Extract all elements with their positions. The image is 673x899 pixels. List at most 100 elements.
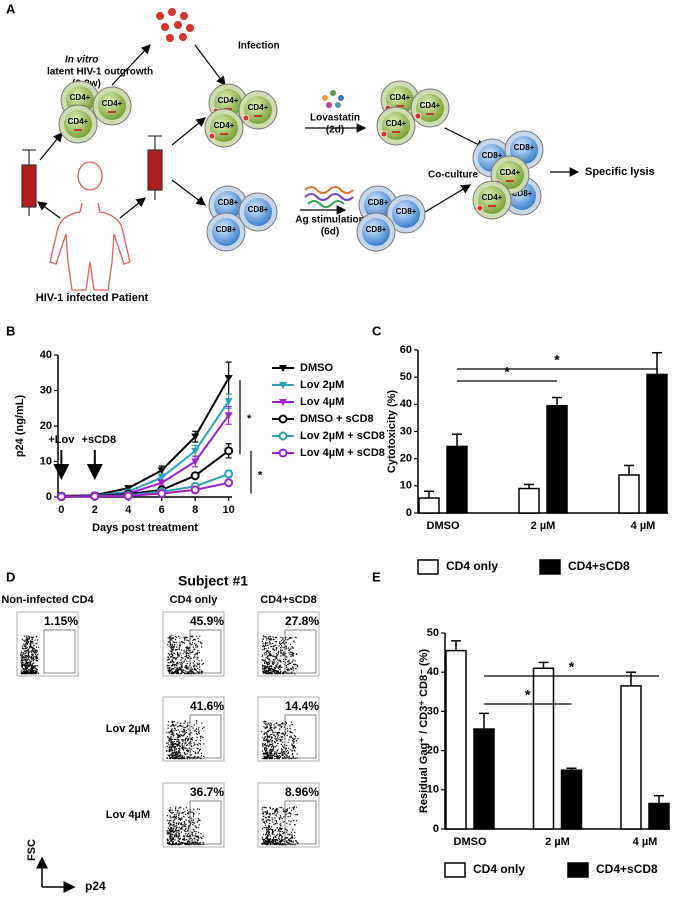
infection-mark	[476, 204, 484, 212]
point	[123, 491, 133, 501]
legend-label: Lov 4µM + sCD8	[300, 447, 385, 459]
y-tick-label: 20	[400, 453, 412, 465]
y-tick-label: 0	[406, 507, 412, 519]
y-tick-label: 50	[400, 371, 412, 383]
point	[157, 488, 167, 498]
cell-label: CD4+	[390, 93, 411, 102]
cell: CD8+	[386, 194, 426, 234]
event-dots	[20, 635, 40, 675]
cell: CD4+	[58, 104, 98, 144]
legend-swatch	[567, 862, 589, 878]
x-tick-label: DMSO	[454, 836, 487, 848]
x-tick-label: 10	[223, 504, 235, 516]
panel-title: Subject #1	[178, 573, 248, 589]
antigen-icon	[304, 186, 354, 208]
gate	[43, 629, 76, 674]
legend-marker	[279, 365, 287, 372]
event-dots	[166, 720, 205, 760]
series-line	[61, 481, 229, 498]
legend-label: DMSO + sCD8	[300, 413, 374, 425]
column-header: Non-infected CD4	[1, 594, 94, 606]
panel-label: A	[6, 1, 16, 16]
y-tick-label: 30	[427, 705, 439, 717]
cell-label: CD4+	[482, 193, 503, 202]
cell-nucleus	[212, 218, 240, 246]
point	[224, 446, 234, 456]
gate-percent: 41.6%	[190, 699, 224, 713]
workflow-diagram: A In vitro latent HIV-1 outgrowt	[6, 1, 655, 303]
cell-mark	[108, 111, 116, 113]
plot-frame	[257, 696, 320, 762]
cell-label: CD8+	[366, 225, 387, 234]
legend-label: Lov 2µM	[300, 379, 344, 391]
y-tick-label: 40	[400, 398, 412, 410]
bar	[418, 497, 440, 514]
infection-mark	[414, 112, 422, 120]
legend-label: DMSO	[300, 362, 333, 374]
cell-label: CD8+	[396, 207, 417, 216]
gate	[189, 629, 222, 674]
cell-label: CD8+	[218, 198, 239, 207]
point	[124, 485, 133, 493]
y-tick-label: 30	[40, 384, 52, 396]
cell-label: CD4+	[70, 93, 91, 102]
point	[224, 412, 233, 420]
axis-name: FSC	[26, 839, 38, 861]
legend-label: CD4+sCD8	[568, 559, 630, 573]
caption: latent HIV-1 outgrowth	[47, 67, 153, 78]
cell-mark	[220, 133, 228, 135]
cell: CD4+	[410, 88, 450, 128]
legend-label: CD4 only	[473, 862, 525, 876]
cell-label: CD8+	[368, 198, 389, 207]
y-axis-label: Cytotoxicity (%)	[386, 390, 398, 473]
caption: Lovastatin	[310, 113, 360, 124]
caption: (6d)	[321, 227, 339, 238]
y-tick-label: 20	[40, 420, 52, 432]
x-tick-label: 4	[125, 504, 132, 516]
cell: CD4+	[376, 106, 416, 146]
cell-nucleus	[244, 198, 272, 226]
y-tick-label: 50	[427, 627, 439, 639]
bar	[445, 649, 467, 830]
y-tick-label: 20	[427, 745, 439, 757]
legend-swatch	[539, 559, 561, 575]
x-tick-label: 2 µM	[531, 520, 556, 532]
cell-label: CD4+	[248, 103, 269, 112]
gate-percent: 45.9%	[190, 614, 224, 628]
y-tick-label: 40	[427, 666, 439, 678]
cell-nucleus	[392, 200, 420, 228]
caption: Ag stimulation	[295, 215, 364, 226]
cell-mark	[254, 115, 262, 117]
caption: In vitro	[65, 55, 98, 66]
cell-label: CD4+	[102, 99, 123, 108]
x-tick-label: 4 µM	[633, 836, 658, 848]
point	[157, 474, 166, 482]
lovastatin-icon	[322, 90, 344, 108]
bar	[618, 474, 640, 514]
cell-mark	[506, 180, 514, 182]
y-tick-label: 60	[400, 344, 412, 356]
patient-outline	[49, 161, 131, 291]
row-label: Lov 4µM	[106, 809, 150, 821]
annotation: *	[504, 364, 510, 380]
infection-mark	[380, 130, 388, 138]
bar	[560, 769, 583, 830]
point	[191, 433, 200, 441]
cell-mark	[392, 131, 400, 133]
bar	[648, 802, 670, 830]
annotation: *	[569, 659, 575, 675]
panel-label: E	[372, 569, 381, 584]
cell-nucleus	[214, 191, 242, 219]
event-dots	[166, 806, 205, 846]
bar	[518, 487, 540, 514]
legend-swatch	[417, 559, 439, 575]
y-tick-label: 30	[400, 425, 412, 437]
cell-nucleus	[478, 186, 506, 214]
annotation: +sCD8	[82, 434, 117, 446]
legend-label: CD4+sCD8	[596, 862, 658, 876]
bar	[446, 445, 468, 514]
gate-percent: 36.7%	[190, 785, 224, 799]
point	[190, 471, 200, 481]
legend-label: CD4 only	[446, 559, 498, 573]
cell-mark	[396, 105, 404, 107]
